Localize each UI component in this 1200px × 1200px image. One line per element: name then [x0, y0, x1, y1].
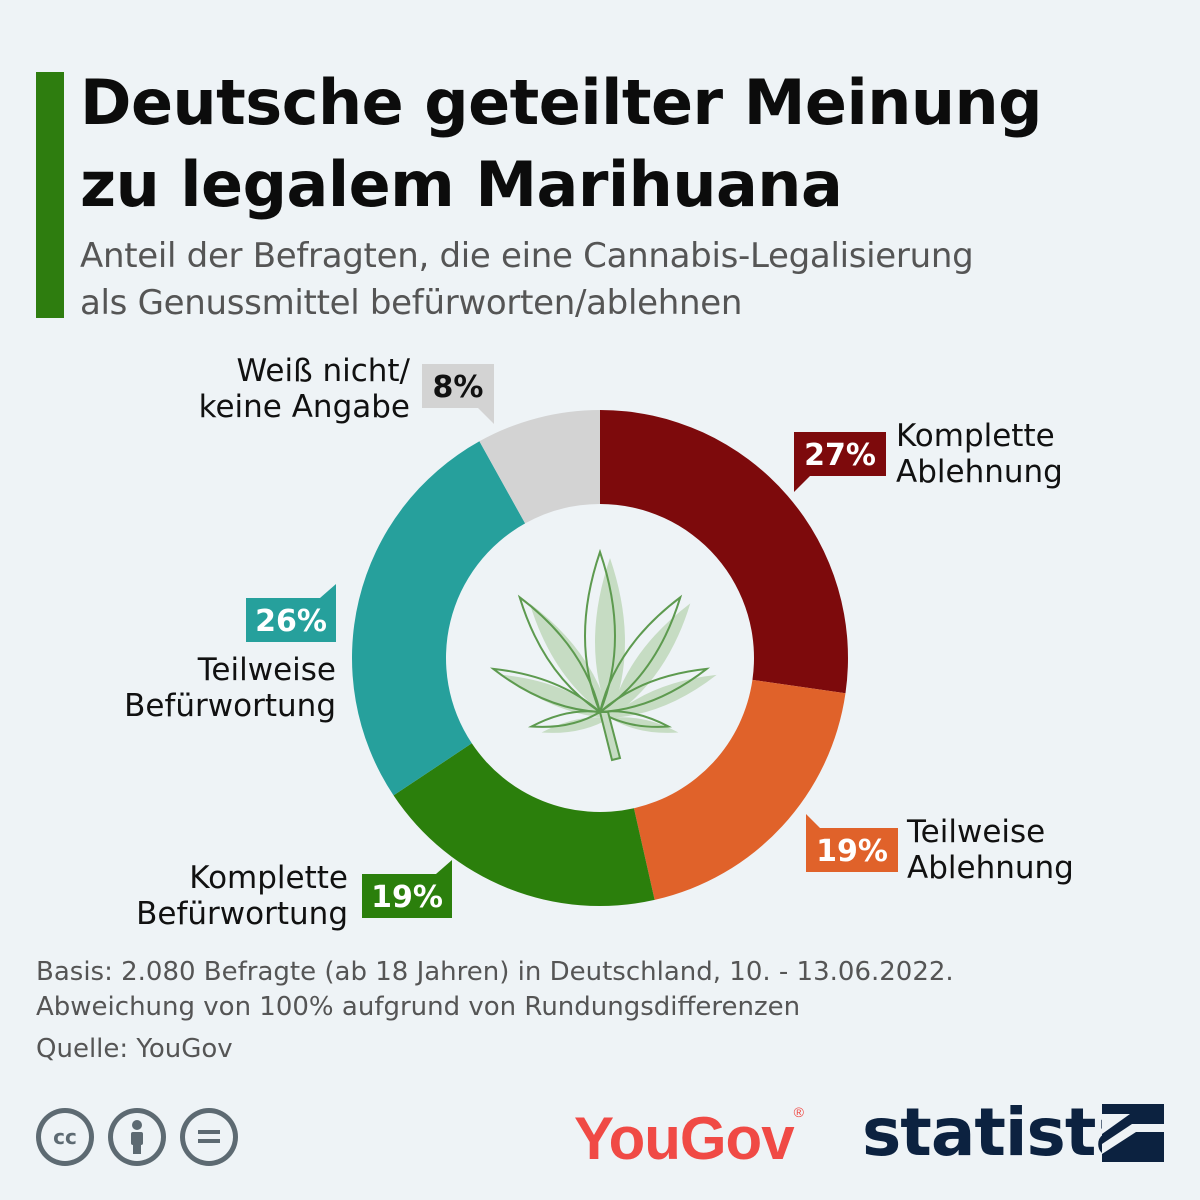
- leaf-shadow: [541, 717, 610, 733]
- donut-slices: [351, 410, 848, 906]
- slice-label-teilweise-befuerwortung: Teilweise Befürwortung: [124, 652, 336, 724]
- value-label-komplette-befuerwortung: 19%: [371, 880, 443, 915]
- value-badge-komplette-ablehnung: 27%: [794, 432, 886, 492]
- leaf-outline: [527, 710, 603, 728]
- source-text: Quelle: YouGov: [36, 1034, 233, 1064]
- value-badges: 27% 19% 19% 26% 8%: [246, 364, 898, 918]
- yougov-logo[interactable]: YouGov®: [574, 1104, 804, 1172]
- no-derivatives-icon[interactable]: [180, 1108, 238, 1166]
- leaf-shadow: [529, 603, 610, 718]
- page-subtitle: Anteil der Befragten, die eine Cannabis-…: [80, 236, 974, 323]
- attribution-icon[interactable]: [108, 1108, 166, 1166]
- equals-icon: [198, 1130, 220, 1143]
- leaf-shadow: [503, 674, 610, 718]
- leaf-shadow: [610, 717, 679, 733]
- person-icon: [131, 1120, 143, 1154]
- value-label-teilweise-ablehnung: 19%: [816, 834, 888, 869]
- slice-teilweise-ablehnung: [633, 679, 846, 900]
- statista-mark-icon: [1102, 1104, 1164, 1162]
- leaf-outline: [517, 594, 602, 715]
- slice-label-teilweise-ablehnung: Teilweise Ablehnung: [907, 814, 1074, 886]
- value-label-teilweise-befuerwortung: 26%: [255, 604, 327, 639]
- slice-label-komplette-ablehnung: Komplette Ablehnung: [896, 418, 1063, 490]
- value-badge-komplette-befuerwortung: 19%: [362, 860, 452, 918]
- leaf-stem: [598, 711, 622, 762]
- cc-icon[interactable]: cc: [36, 1108, 94, 1166]
- cannabis-leaf-icon: [489, 548, 717, 762]
- accent-bar: [36, 72, 64, 318]
- leaf-outline: [584, 548, 616, 715]
- slice-weiss-nicht-keine-angabe: [479, 410, 600, 524]
- page-title: Deutsche geteilter Meinung zu legalem Ma…: [80, 66, 1043, 221]
- slice-label-komplette-befuerwortung: Komplette Befürwortung: [136, 860, 348, 932]
- leaf-outline: [489, 667, 603, 714]
- value-badge-weiss-nicht-keine-angabe: 8%: [422, 364, 494, 424]
- leaf-outline: [597, 667, 711, 714]
- value-badge-teilweise-ablehnung: 19%: [806, 814, 898, 872]
- slice-label-weiss-nicht: Weiß nicht/ keine Angabe: [198, 353, 410, 425]
- value-label-komplette-ablehnung: 27%: [804, 438, 876, 473]
- value-badge-teilweise-befuerwortung: 26%: [246, 584, 336, 642]
- slice-komplette-ablehnung: [600, 410, 848, 694]
- leaf-shadow: [595, 558, 625, 718]
- slice-teilweise-befuerwortung: [351, 441, 526, 796]
- leaf-outline: [597, 710, 673, 728]
- statista-logo[interactable]: statista: [862, 1094, 1140, 1171]
- slice-komplette-befuerwortung: [393, 743, 655, 906]
- statista-logo-text: statista: [862, 1094, 1140, 1171]
- value-label-weiss-nicht-keine-angabe: 8%: [433, 370, 484, 405]
- yougov-logo-text: YouGov: [574, 1105, 795, 1172]
- leaf-outline: [598, 594, 683, 715]
- footnote: Basis: 2.080 Befragte (ab 18 Jahren) in …: [36, 957, 954, 1022]
